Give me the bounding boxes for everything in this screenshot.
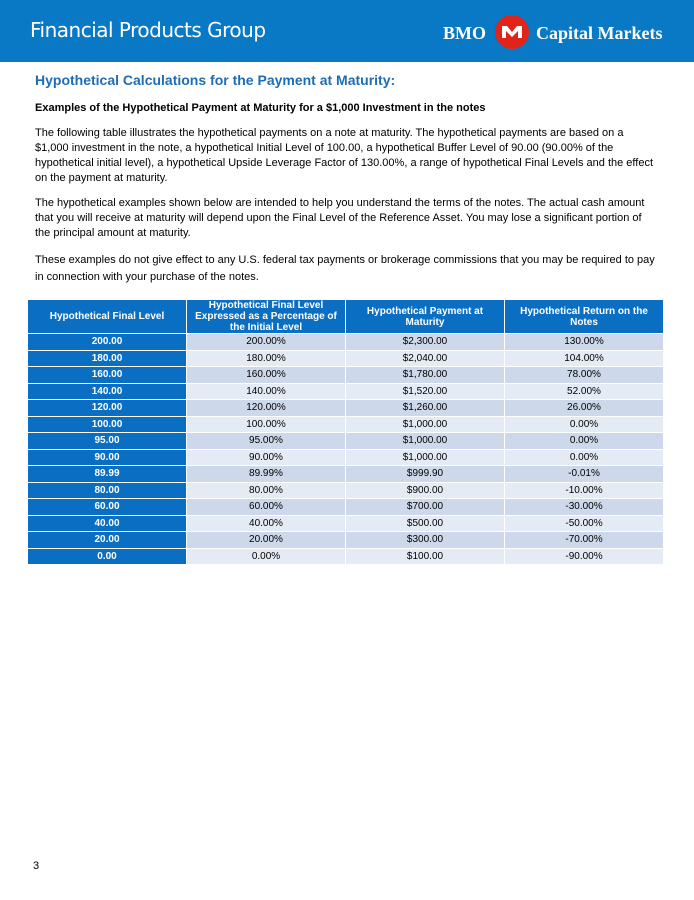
page-number: 3: [33, 860, 40, 872]
table-cell: $2,040.00: [345, 349, 505, 367]
table-cell: 0.00%: [504, 448, 664, 466]
table-cell: -30.00%: [504, 498, 664, 516]
table-cell: 100.00%: [186, 415, 346, 433]
table-cell: 130.00%: [504, 333, 664, 351]
table-cell: 52.00%: [504, 382, 664, 400]
brand: BMO: [443, 23, 486, 43]
table-cell: 95.00: [27, 432, 187, 450]
table-cell: -90.00%: [504, 547, 664, 565]
column-header: Hypothetical Payment at Maturity: [345, 299, 505, 334]
table-cell: 26.00%: [504, 399, 664, 417]
column-header: Hypothetical Final Level Expressed as a …: [186, 299, 346, 334]
header-row: Hypothetical Final Level Hypothetical Fin…: [27, 299, 664, 334]
table-cell: -70.00%: [504, 531, 664, 549]
table-cell: 80.00%: [186, 481, 346, 499]
column-header: Hypothetical Return on the Notes: [504, 299, 664, 334]
table: Hypothetical Final Level Hypothetical Fin…: [27, 299, 664, 565]
table-cell: $1,260.00: [345, 399, 505, 417]
table-cell: 40.00: [27, 514, 187, 532]
table-cell: 160.00: [27, 366, 187, 384]
paragraph: The hypothetical examples shown below ar…: [35, 197, 645, 239]
table-row: 90.00 90.00% $1,000.00 0.00%: [27, 448, 664, 466]
table-body: 200.00 200.00% $2,300.00 130.00% 180.00 180.0…: [27, 333, 664, 565]
column-header: Hypothetical Final Level: [27, 299, 187, 334]
table-cell: $900.00: [345, 481, 505, 499]
table-cell: $999.90: [345, 465, 505, 483]
table-cell: 180.00%: [186, 349, 346, 367]
table-cell: 0.00%: [504, 415, 664, 433]
table-cell: $500.00: [345, 514, 505, 532]
table-cell: 80.00: [27, 481, 187, 499]
subheading: Examples of the Hypothetical Payment at …: [35, 102, 486, 114]
table-cell: 20.00%: [186, 531, 346, 549]
table-cell: $1,520.00: [345, 382, 505, 400]
paragraph: The following table illustrates the hypo…: [35, 127, 654, 184]
table-row: 120.00 120.00% $1,260.00 26.00%: [27, 399, 664, 417]
table-cell: -0.01%: [504, 465, 664, 483]
table-cell: 120.00: [27, 399, 187, 417]
table-row: 89.99 89.99% $999.90 -0.01%: [27, 465, 664, 483]
header-bar: Financial Products Group BMO Capital Mar…: [0, 0, 694, 62]
table-cell: 95.00%: [186, 432, 346, 450]
table-cell: $300.00: [345, 531, 505, 549]
table-row: 95.00 95.00% $1,000.00 0.00%: [27, 432, 664, 450]
paragraph: These examples do not give effect to any…: [35, 254, 655, 283]
table-row: 180.00 180.00% $2,040.00 104.00%: [27, 349, 664, 367]
table-cell: 200.00%: [186, 333, 346, 351]
table-cell: -50.00%: [504, 514, 664, 532]
table-cell: $1,000.00: [345, 415, 505, 433]
header-title: Financial Products Group: [30, 18, 266, 42]
table-cell: 78.00%: [504, 366, 664, 384]
table-cell: 140.00: [27, 382, 187, 400]
table-cell: -10.00%: [504, 481, 664, 499]
table-row: 80.00 80.00% $900.00 -10.00%: [27, 481, 664, 499]
table-cell: 0.00: [27, 547, 187, 565]
table-row: 100.00 100.00% $1,000.00 0.00%: [27, 415, 664, 433]
table-cell: 100.00: [27, 415, 187, 433]
table-cell: $2,300.00: [345, 333, 505, 351]
table-row: 20.00 20.00% $300.00 -70.00%: [27, 531, 664, 549]
table-row: 40.00 40.00% $500.00 -50.00%: [27, 514, 664, 532]
header-brand-name: Capital Markets: [536, 23, 663, 43]
table-cell: 60.00: [27, 498, 187, 516]
table-row: 160.00 160.00% $1,780.00 78.00%: [27, 366, 664, 384]
table-row: 0.00 0.00% $100.00 -90.00%: [27, 547, 664, 565]
table-cell: 20.00: [27, 531, 187, 549]
table-cell: 90.00: [27, 448, 187, 466]
table-cell: 200.00: [27, 333, 187, 351]
table-cell: $1,780.00: [345, 366, 505, 384]
table-cell: 140.00%: [186, 382, 346, 400]
table-cell: $1,000.00: [345, 448, 505, 466]
table-row: 60.00 60.00% $700.00 -30.00%: [27, 498, 664, 516]
table-cell: 89.99%: [186, 465, 346, 483]
table-cell: $100.00: [345, 547, 505, 565]
table-row: 200.00 200.00% $2,300.00 130.00%: [27, 333, 664, 351]
table-row: 140.00 140.00% $1,520.00 52.00%: [27, 382, 664, 400]
table-cell: 120.00%: [186, 399, 346, 417]
table-cell: 0.00%: [186, 547, 346, 565]
heading: Hypothetical Calculations for the Paymen…: [35, 72, 396, 88]
table-cell: 180.00: [27, 349, 187, 367]
table-cell: 40.00%: [186, 514, 346, 532]
table-cell: 90.00%: [186, 448, 346, 466]
table-cell: 60.00%: [186, 498, 346, 516]
table-cell: 104.00%: [504, 349, 664, 367]
logo: [495, 15, 529, 49]
table-cell: 160.00%: [186, 366, 346, 384]
table-cell: 0.00%: [504, 432, 664, 450]
table-cell: $700.00: [345, 498, 505, 516]
table-cell: 89.99: [27, 465, 187, 483]
table-cell: $1,000.00: [345, 432, 505, 450]
